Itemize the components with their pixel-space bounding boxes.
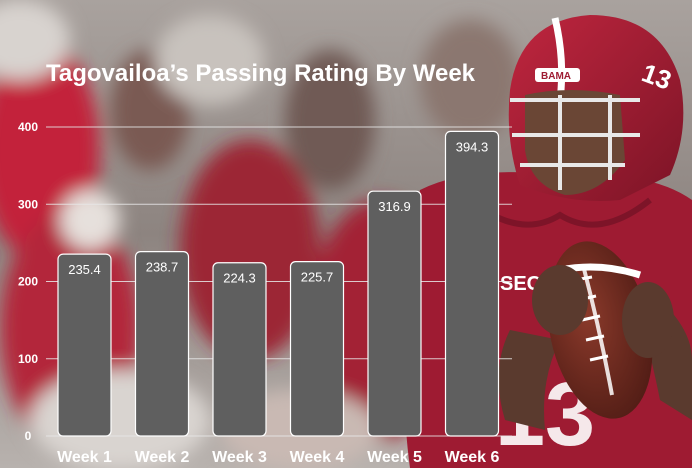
bar xyxy=(134,251,190,437)
x-tick-label: Week 1 xyxy=(57,449,112,466)
data-label: 394.3 xyxy=(456,139,489,154)
chart-title: Tagovailoa’s Passing Rating By Week xyxy=(46,60,476,87)
data-label: 224.3 xyxy=(223,271,256,286)
bar xyxy=(212,262,267,437)
x-tick-label: Week 3 xyxy=(212,449,267,466)
x-tick-label: Week 6 xyxy=(445,449,500,466)
helmet-label: BAMA xyxy=(541,71,571,82)
x-tick-label: Week 5 xyxy=(367,449,422,466)
y-tick-label: 400 xyxy=(18,120,38,134)
y-tick-label: 100 xyxy=(18,352,38,366)
bars xyxy=(57,130,500,437)
bar xyxy=(57,253,112,437)
x-tick-label: Week 4 xyxy=(290,449,345,466)
y-tick-label: 200 xyxy=(18,275,38,289)
bar xyxy=(444,130,500,437)
data-label: 225.7 xyxy=(301,270,334,285)
x-axis: Week 1 Week 2 Week 3 Week 4 Week 5 Week 6 xyxy=(57,449,499,466)
data-label: 238.7 xyxy=(146,260,179,275)
grid-lines xyxy=(46,126,512,437)
x-tick-label: Week 2 xyxy=(135,449,190,466)
y-tick-label: 300 xyxy=(18,197,38,211)
y-axis: 0 100 200 300 400 xyxy=(18,120,38,443)
data-labels: 235.4 238.7 224.3 225.7 316.9 394.3 xyxy=(68,139,488,285)
bar xyxy=(289,261,345,437)
sec-patch: SEC xyxy=(500,273,541,295)
data-label: 316.9 xyxy=(378,199,411,214)
y-tick-label: 0 xyxy=(25,429,32,443)
data-label: 235.4 xyxy=(68,262,101,277)
bar xyxy=(367,190,422,437)
